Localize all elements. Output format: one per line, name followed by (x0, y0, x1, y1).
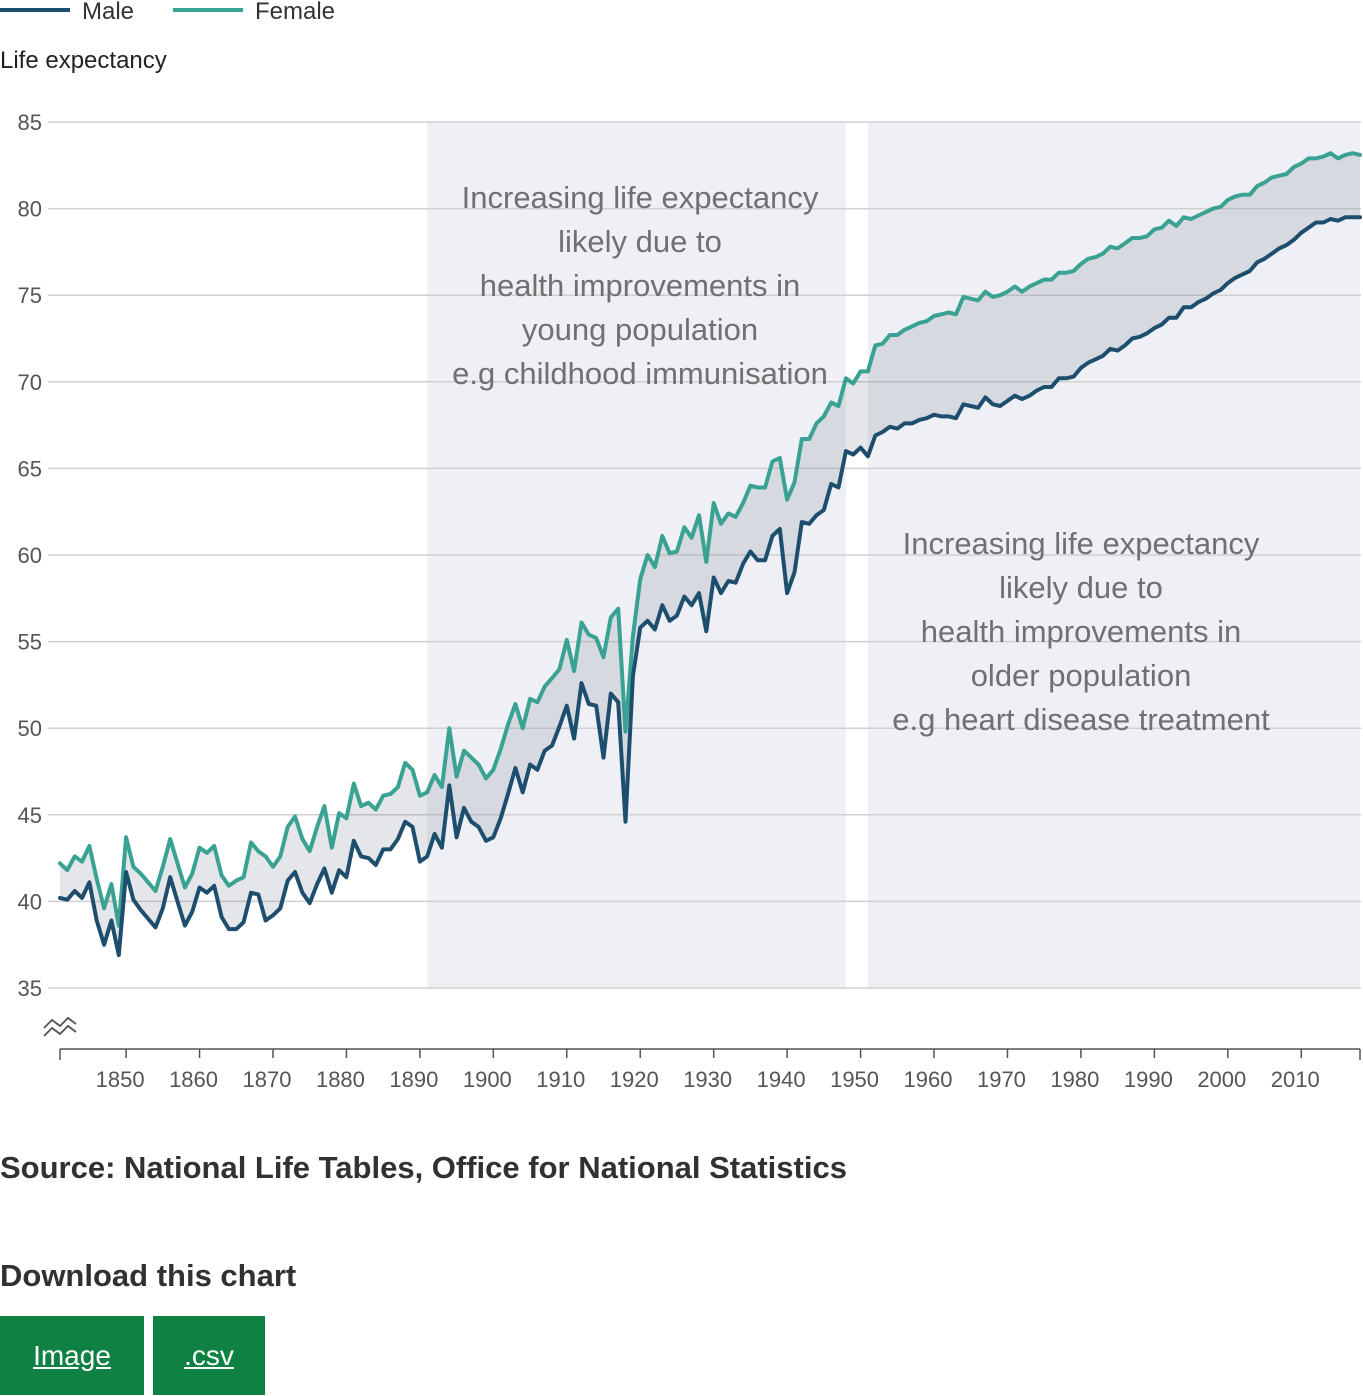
x-tick-label: 1910 (536, 1067, 585, 1092)
x-tick-label: 1970 (977, 1067, 1026, 1092)
series-line-male (58, 215, 1362, 958)
x-tick-label: 1990 (1124, 1067, 1173, 1092)
annotation-text: e.g heart disease treatment (892, 702, 1270, 737)
y-tick-label: 75 (18, 283, 42, 308)
download-csv-button[interactable]: .csv (153, 1316, 265, 1395)
x-tick-label: 1930 (683, 1067, 732, 1092)
x-tick-label: 2010 (1271, 1067, 1320, 1092)
y-axis-title: Life expectancy (0, 47, 167, 74)
x-tick-label: 1860 (169, 1067, 218, 1092)
axis-break-icon (43, 1016, 77, 1037)
x-tick-label: 1870 (243, 1067, 292, 1092)
gap-band (60, 153, 1360, 956)
x-tick-label: 1850 (96, 1067, 145, 1092)
y-tick-label: 55 (18, 630, 42, 655)
legend-label-male: Male (82, 0, 134, 25)
y-tick-label: 35 (18, 976, 42, 1001)
x-tick-label: 1880 (316, 1067, 365, 1092)
x-tick-label: 1940 (757, 1067, 806, 1092)
x-tick-label: 2000 (1197, 1067, 1246, 1092)
y-tick-label: 65 (18, 456, 42, 481)
annotation-text: older population (971, 658, 1192, 693)
y-tick-label: 45 (18, 803, 42, 828)
x-tick-label: 1960 (904, 1067, 953, 1092)
annotation-text: young population (522, 312, 758, 347)
source-note: Source: National Life Tables, Office for… (0, 1150, 847, 1185)
download-heading: Download this chart (0, 1258, 297, 1293)
x-tick-label: 1920 (610, 1067, 659, 1092)
life-expectancy-chart: 35 40 45 50 55 60 65 70 75 80 85 Life expectancy Mal… (0, 0, 1362, 1092)
annotation-text: e.g childhood immunisation (452, 356, 828, 391)
annotation-text: likely due to (999, 570, 1163, 605)
y-tick-label: 50 (18, 716, 42, 741)
y-tick-label: 85 (18, 110, 42, 135)
annotation-text: Increasing life expectancy (462, 180, 819, 215)
download-image-button[interactable]: Image (0, 1316, 144, 1395)
y-tick-label: 60 (18, 543, 42, 568)
annotation-text: health improvements in (480, 268, 801, 303)
legend-label-female: Female (255, 0, 335, 25)
x-tick-label: 1950 (830, 1067, 879, 1092)
x-tick-label: 1890 (389, 1067, 438, 1092)
annotation-text: likely due to (558, 224, 722, 259)
y-tick-label: 80 (18, 197, 42, 222)
annotation-text: health improvements in (921, 614, 1242, 649)
series-line-female (58, 151, 1362, 928)
y-tick-label: 70 (18, 370, 42, 395)
x-tick-label: 1980 (1050, 1067, 1099, 1092)
annotation-text: Increasing life expectancy (903, 526, 1260, 561)
y-tick-label: 40 (18, 889, 42, 914)
x-tick-label: 1900 (463, 1067, 512, 1092)
